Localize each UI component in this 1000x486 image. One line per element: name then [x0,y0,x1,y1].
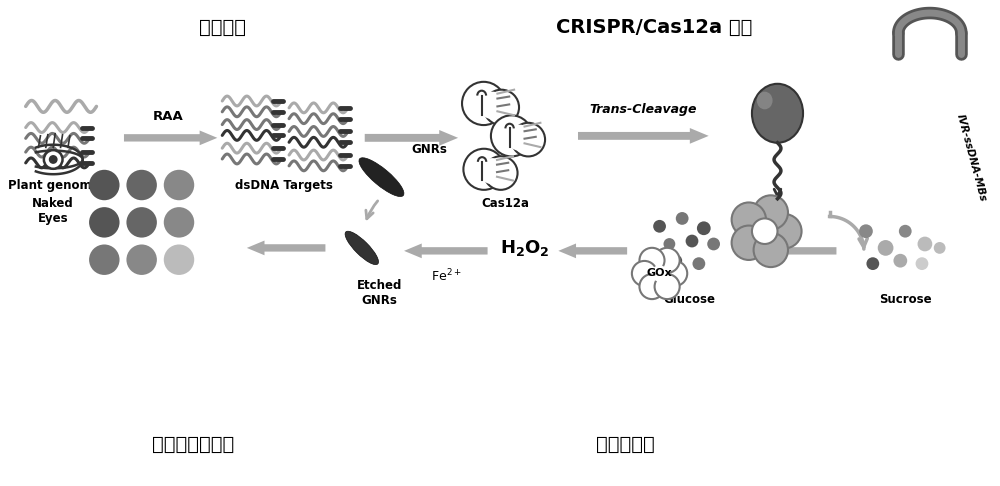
Circle shape [89,170,120,200]
Ellipse shape [345,231,378,264]
Circle shape [462,82,505,125]
Circle shape [164,244,194,275]
Ellipse shape [757,92,773,109]
Circle shape [126,207,157,238]
Circle shape [126,244,157,275]
Text: Sucrose: Sucrose [879,293,932,306]
Circle shape [651,265,668,282]
Text: dsDNA Targets: dsDNA Targets [235,179,333,192]
Circle shape [670,255,682,267]
Circle shape [484,90,519,125]
Text: IVR-ssDNA-MBs: IVR-ssDNA-MBs [955,113,988,202]
Circle shape [732,226,766,260]
Text: RAA: RAA [153,110,184,123]
Circle shape [632,261,657,286]
Text: 可视化信号输出: 可视化信号输出 [152,434,234,453]
Text: Cas12a: Cas12a [481,197,529,210]
Circle shape [899,225,912,238]
Polygon shape [124,130,217,145]
Text: Etched
GNRs: Etched GNRs [357,279,402,307]
Circle shape [479,158,505,184]
Text: 级联酶反应: 级联酶反应 [596,434,655,453]
Circle shape [767,214,802,248]
Circle shape [934,242,946,254]
Circle shape [754,195,788,230]
Circle shape [732,203,766,237]
Text: $\mathbf{H_2O_2}$: $\mathbf{H_2O_2}$ [500,238,550,258]
Circle shape [754,233,788,267]
Circle shape [692,257,705,270]
Circle shape [653,220,666,233]
Circle shape [707,238,720,250]
Text: GNRs: GNRs [411,143,447,156]
Text: CRISPR/Cas12a 检测: CRISPR/Cas12a 检测 [556,18,753,37]
Circle shape [507,125,533,151]
Text: Glucose: Glucose [663,293,715,306]
Circle shape [655,248,680,273]
Polygon shape [578,128,709,144]
Circle shape [655,274,680,299]
Circle shape [918,237,932,251]
Circle shape [44,150,63,169]
Circle shape [859,225,873,238]
Circle shape [752,218,777,244]
Text: Trans-Cleavage: Trans-Cleavage [589,103,697,116]
Ellipse shape [359,158,404,196]
Circle shape [662,261,687,286]
Text: $\mathrm{Fe^{2+}}$: $\mathrm{Fe^{2+}}$ [431,268,462,284]
Circle shape [49,155,58,164]
Polygon shape [404,243,488,258]
Circle shape [164,207,194,238]
Circle shape [686,235,698,247]
Circle shape [639,248,665,273]
Circle shape [511,123,545,156]
Ellipse shape [752,84,803,143]
Circle shape [697,222,711,235]
Circle shape [491,115,532,156]
Circle shape [89,244,120,275]
Circle shape [484,156,518,190]
Polygon shape [365,130,458,146]
Circle shape [866,257,879,270]
Circle shape [89,207,120,238]
Circle shape [463,149,504,190]
Circle shape [639,274,665,299]
Text: Naked
Eyes: Naked Eyes [32,197,74,225]
Circle shape [916,257,928,270]
Text: Plant genomes: Plant genomes [8,179,106,192]
Polygon shape [558,243,627,258]
Circle shape [479,92,506,119]
Circle shape [893,254,907,268]
Circle shape [676,212,689,225]
Circle shape [663,238,675,250]
Circle shape [126,170,157,200]
Circle shape [164,170,194,200]
Polygon shape [745,243,836,258]
Text: GOx: GOx [647,268,672,278]
Polygon shape [247,241,325,255]
Circle shape [878,240,893,256]
Text: 等温扩增: 等温扩增 [199,18,246,37]
